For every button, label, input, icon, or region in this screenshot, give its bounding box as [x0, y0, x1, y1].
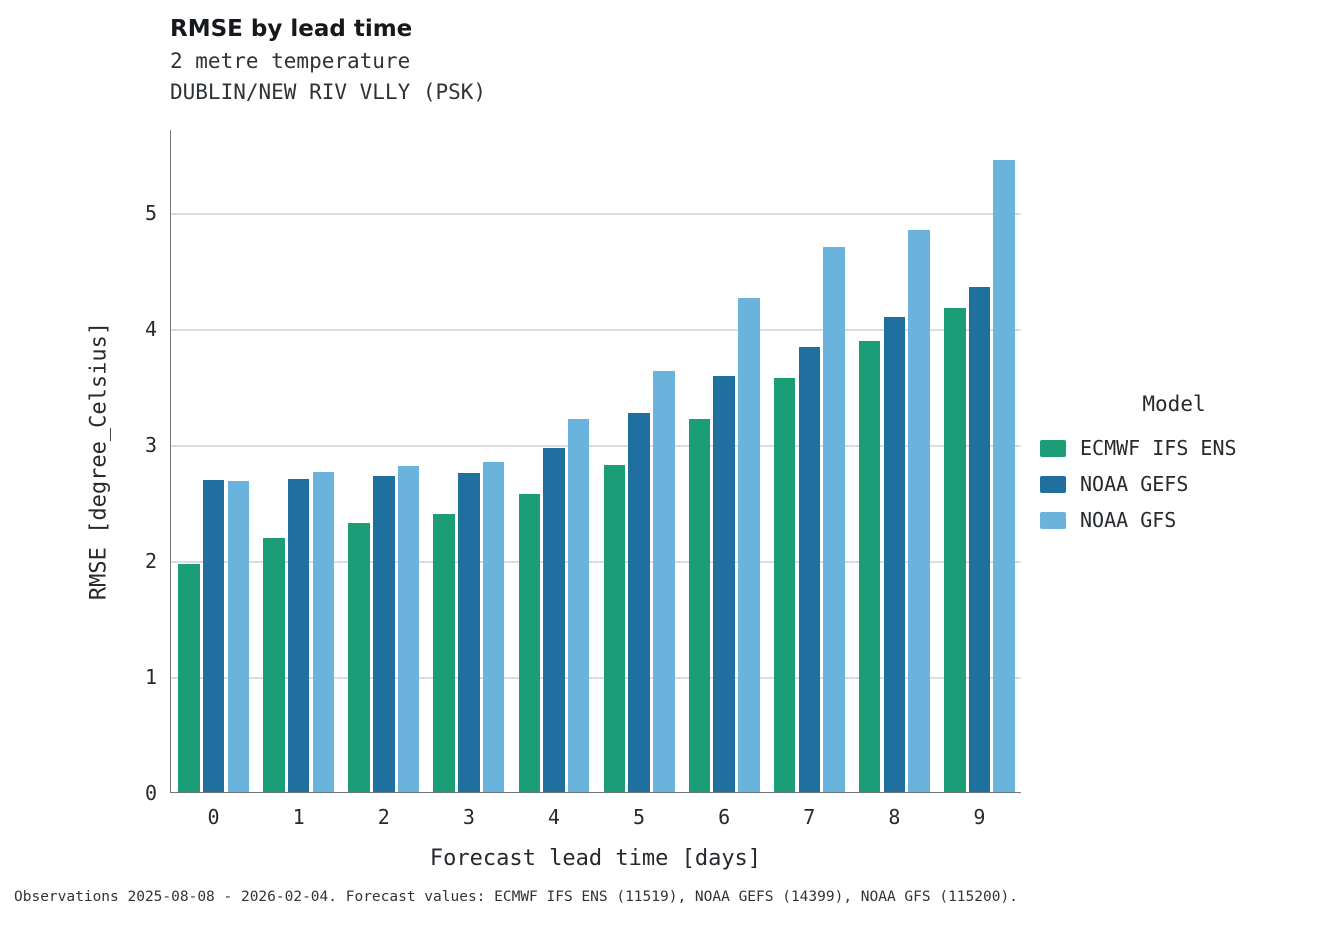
- bar-ecmwf-ifs-ens-day-2: [348, 523, 370, 792]
- bar-noaa-gefs-day-6: [713, 375, 735, 792]
- x-tick-label: 4: [547, 805, 560, 829]
- bar-ecmwf-ifs-ens-day-1: [263, 538, 285, 792]
- bar-noaa-gefs-day-5: [628, 412, 650, 792]
- bar-noaa-gfs-day-4: [567, 418, 590, 792]
- x-tick-label: 8: [888, 805, 901, 829]
- bar-noaa-gfs-day-7: [823, 247, 845, 792]
- legend-swatch: [1040, 475, 1066, 493]
- bar-ecmwf-ifs-ens-day-5: [603, 465, 626, 792]
- x-tick-label: 3: [462, 805, 475, 829]
- legend-label: NOAA GFS: [1080, 508, 1177, 532]
- bar-noaa-gefs-day-2: [373, 475, 395, 792]
- plot-area: 0 1 2 3 4 5 0 1 2 3 4 5 6 7 8 9: [145, 130, 1021, 829]
- x-tick-label: 5: [633, 805, 646, 829]
- bar-noaa-gfs-day-3: [482, 461, 505, 792]
- bar-ecmwf-ifs-ens-day-6: [688, 418, 711, 792]
- x-axis-label: Forecast lead time [days]: [429, 846, 762, 871]
- bar-ecmwf-ifs-ens-day-7: [773, 378, 796, 792]
- chart-subtitle-variable: 2 metre temperature: [170, 49, 411, 73]
- title-block: RMSE by lead time 2 metre temperature DU…: [170, 16, 486, 104]
- footer-caption: Observations 2025-08-08 - 2026-02-04. Fo…: [14, 889, 1018, 905]
- x-tick-label: 6: [718, 805, 731, 829]
- y-axis-label: RMSE [degree_Celsius]: [86, 321, 112, 601]
- bar-ecmwf-ifs-ens-day-8: [858, 341, 881, 792]
- y-tick-label: 0: [144, 781, 157, 805]
- chart-title: RMSE by lead time: [170, 16, 413, 42]
- bar-ecmwf-ifs-ens-day-3: [433, 513, 455, 792]
- x-tick-label: 7: [803, 805, 816, 829]
- legend-title: Model: [1142, 392, 1206, 416]
- legend-label: ECMWF IFS ENS: [1080, 436, 1237, 460]
- y-tick-label: 5: [144, 201, 157, 226]
- bar-noaa-gefs-day-4: [543, 447, 565, 792]
- bar-noaa-gfs-day-8: [908, 229, 930, 792]
- gridline: [171, 677, 1021, 679]
- bar-noaa-gefs-day-8: [883, 316, 906, 792]
- bar-noaa-gfs-day-0: [227, 481, 249, 792]
- gridline: [171, 329, 1021, 331]
- gridline: [171, 213, 1021, 215]
- bar-noaa-gefs-day-0: [202, 480, 225, 792]
- y-tick-label: 3: [144, 433, 157, 458]
- x-tick-label: 9: [973, 805, 986, 829]
- legend-item-noaa-gefs: NOAA GEFS: [1040, 466, 1308, 502]
- legend: Model ECMWF IFS ENS NOAA GEFS NOAA GFS: [1040, 392, 1308, 538]
- bar-noaa-gfs-day-5: [653, 371, 675, 792]
- bar-ecmwf-ifs-ens-day-9: [944, 307, 966, 792]
- bar-noaa-gefs-day-3: [458, 473, 480, 792]
- bar-ecmwf-ifs-ens-day-4: [518, 494, 540, 792]
- bar-noaa-gfs-day-9: [993, 160, 1015, 792]
- legend-swatch: [1040, 439, 1066, 457]
- chart-subtitle-station: DUBLIN/NEW RIV VLLY (PSK): [170, 80, 487, 104]
- gridline: [171, 561, 1021, 563]
- y-tick-label: 4: [144, 317, 157, 342]
- bar-noaa-gefs-day-9: [968, 286, 991, 792]
- bar-noaa-gfs-day-6: [738, 298, 760, 792]
- legend-label: NOAA GEFS: [1080, 472, 1189, 496]
- bar-noaa-gefs-day-7: [798, 346, 820, 792]
- x-tick-label: 0: [207, 805, 220, 829]
- legend-item-noaa-gfs: NOAA GFS: [1040, 502, 1308, 538]
- y-tick-label: 2: [144, 549, 157, 574]
- bar-ecmwf-ifs-ens-day-0: [178, 563, 200, 792]
- x-tick-label: 2: [377, 805, 390, 829]
- y-tick-label: 1: [144, 665, 157, 690]
- legend-item-ecmwf-ifs-ens: ECMWF IFS ENS: [1040, 430, 1308, 466]
- legend-swatch: [1040, 511, 1066, 529]
- gridline: [171, 445, 1021, 447]
- bar-noaa-gfs-day-2: [397, 466, 420, 792]
- bar-noaa-gefs-day-1: [287, 479, 310, 792]
- bar-noaa-gfs-day-1: [312, 472, 335, 792]
- x-tick-label: 1: [292, 805, 305, 829]
